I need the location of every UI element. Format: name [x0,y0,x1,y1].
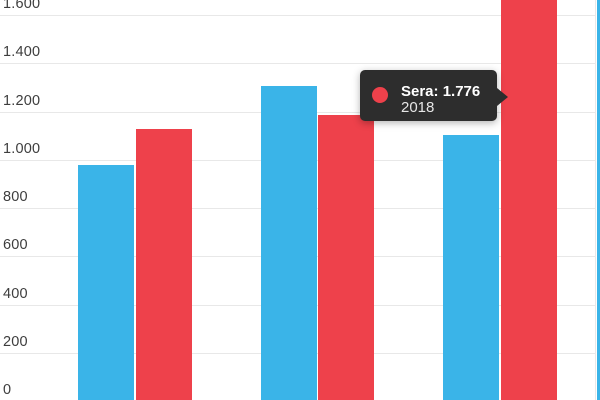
tooltip-text: Sera: 1.776 2018 [401,83,480,116]
bar-series1-group2[interactable] [260,86,317,400]
y-axis-tick-label: 1.600 [3,0,41,12]
tooltip: Sera: 1.776 2018 [360,70,508,121]
partial-bar-right-edge[interactable] [597,0,600,400]
tooltip-subtitle: 2018 [401,99,435,116]
gridline [0,15,595,16]
tooltip-pointer-arrow-icon [497,88,508,106]
y-axis-tick-label: 1.400 [3,44,41,61]
tooltip-title: Sera: 1.776 [401,83,481,100]
series-marker-dot-icon [372,87,388,103]
bar-series2-group1[interactable] [135,129,192,400]
bar-series2-group3[interactable] [501,0,557,400]
y-axis-tick-label: 200 [3,333,28,350]
y-axis-tick-label: 1.200 [3,92,41,109]
bar-series1-group3[interactable] [443,135,500,400]
y-axis-tick-label: 800 [3,189,28,205]
y-axis-tick-label: 1.000 [3,140,41,157]
gridline [0,63,595,65]
y-axis-tick-label: 600 [3,237,28,254]
bar-series1-group1[interactable] [78,165,134,400]
y-axis-tick-label: 0 [3,382,12,398]
plot-right-border-line [595,0,596,400]
y-axis-tick-label: 400 [3,285,28,302]
bar-series2-group2[interactable] [318,115,375,400]
